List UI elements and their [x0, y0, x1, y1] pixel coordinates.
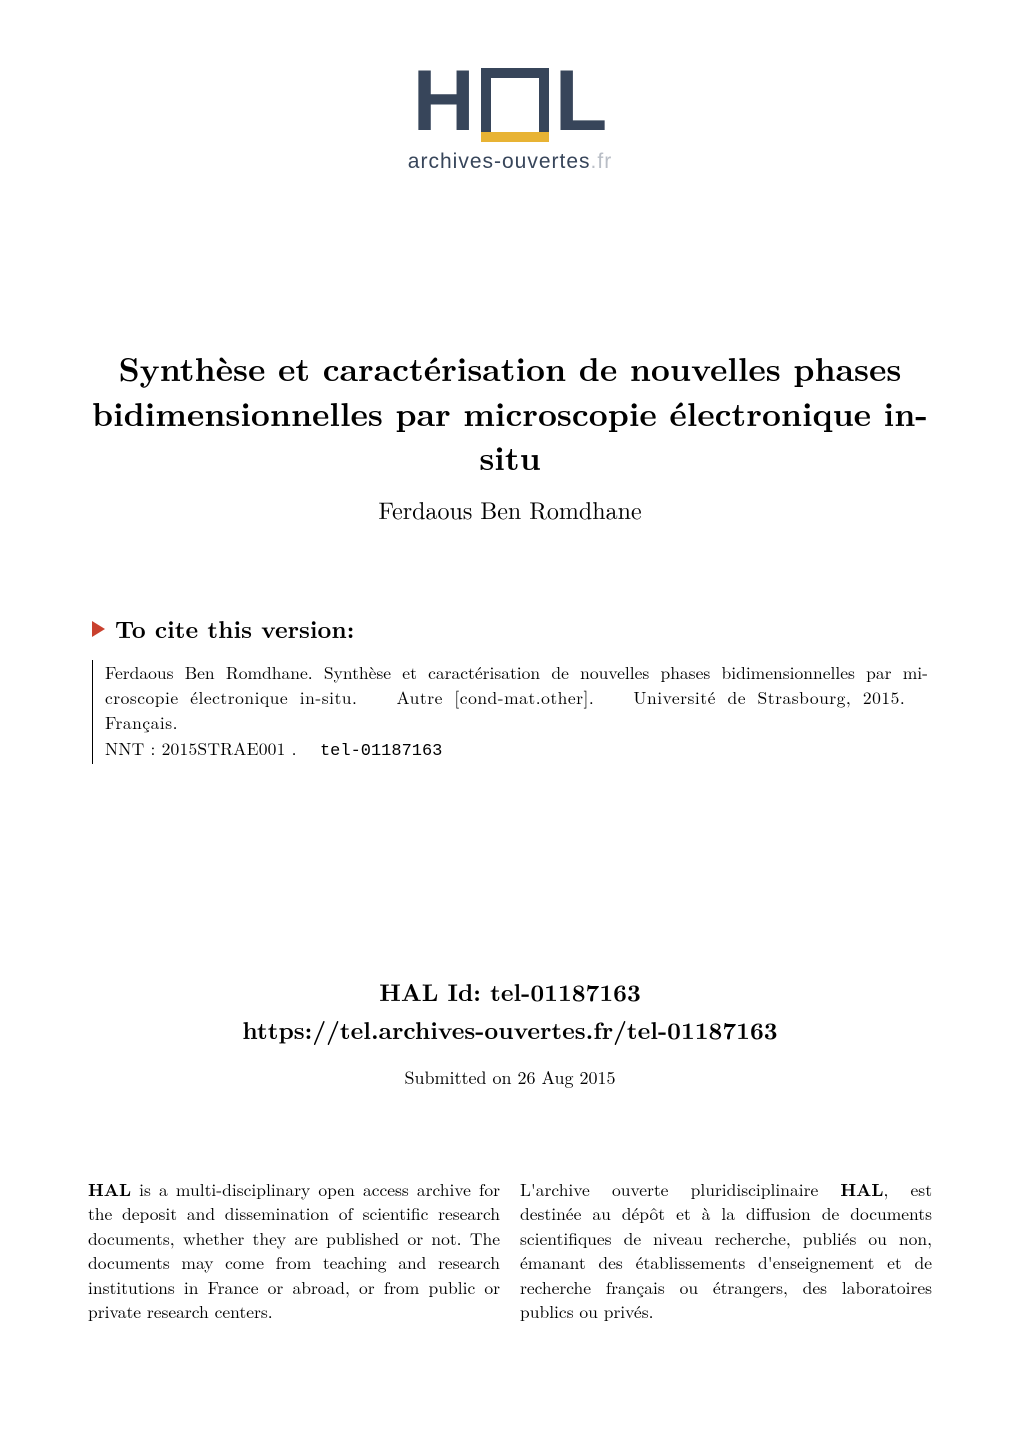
- cite-nnt: NNT : 2015STRAE001 .: [105, 736, 297, 761]
- cite-heading-text: To cite this version:: [115, 612, 354, 646]
- cite-line-2a: croscopie électronique in-situ.: [105, 685, 357, 710]
- description-columns: HAL is a multi-disciplinary open access …: [0, 1178, 1020, 1325]
- submitted-date: Submitted on 26 Aug 2015: [0, 1065, 1020, 1090]
- logo-subtitle-suffix: .fr: [591, 150, 613, 173]
- hal-url: https://tel.archives-ouvertes.fr/tel-011…: [0, 1012, 1020, 1049]
- cite-line-1: Ferdaous Ben Romdhane. Synthèse et carac…: [105, 660, 928, 685]
- author-name: Ferdaous Ben Romdhane: [70, 492, 950, 526]
- logo-subtitle-main: archives-ouvertes: [408, 150, 591, 173]
- cite-line-2d: Français.: [105, 710, 178, 735]
- hal-logo: H L archives-ouvertes.fr: [0, 0, 1020, 174]
- logo-letter-l: L: [555, 58, 608, 144]
- cite-halid: tel-01187163: [320, 742, 442, 761]
- col-right-bold: HAL: [840, 1177, 883, 1202]
- triangle-icon: [92, 621, 105, 637]
- logo-subtitle: archives-ouvertes.fr: [395, 150, 625, 174]
- cite-line-2b: Autre [cond-mat.other].: [397, 685, 595, 710]
- title-block: Synthèse et caractérisation de nouvelles…: [0, 346, 1020, 526]
- hal-id-line: HAL Id: tel-01187163: [0, 974, 1020, 1011]
- col-right-prefix: L'archive ouverte pluridisciplinaire: [520, 1177, 840, 1202]
- paper-title: Synthèse et caractérisation de nouvelles…: [70, 346, 950, 480]
- hal-id-block: HAL Id: tel-01187163 https://tel.archive…: [0, 974, 1020, 1089]
- col-right: L'archive ouverte pluridisciplinaire HAL…: [520, 1178, 932, 1325]
- title-line-1: Synthèse et caractérisation de nouvelles…: [119, 344, 902, 391]
- cite-line-2c: Université de Strasbourg, 2015.: [633, 685, 905, 710]
- cite-body: Ferdaous Ben Romdhane. Synthèse et carac…: [92, 660, 928, 765]
- logo-letter-a-mark: [481, 68, 549, 138]
- logo-letter-h: H: [413, 58, 475, 144]
- col-left-bold: HAL: [88, 1177, 131, 1202]
- citation-block: To cite this version: Ferdaous Ben Romdh…: [0, 612, 1020, 765]
- cite-heading: To cite this version:: [92, 612, 928, 646]
- title-line-2: bidimensionnelles par microscopie électr…: [92, 389, 928, 481]
- col-left: HAL is a multi-disciplinary open access …: [88, 1178, 500, 1325]
- col-left-text: is a multi-disciplinary open access arch…: [88, 1177, 500, 1325]
